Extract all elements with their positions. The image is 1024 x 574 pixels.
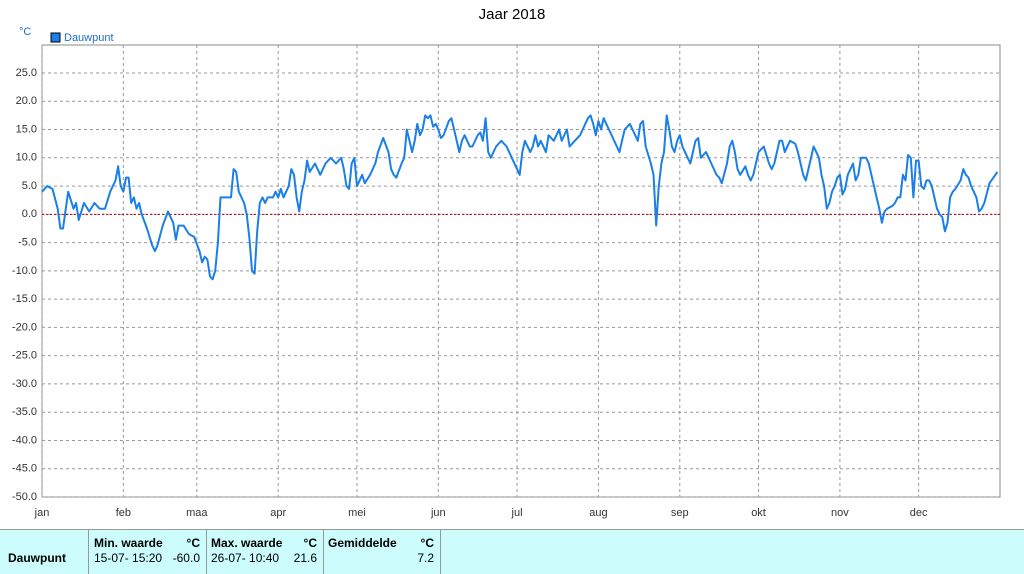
x-tick-label: jun [430,507,446,519]
y-tick-label: -45.0 [12,463,37,475]
y-tick-label: -20.0 [12,321,37,333]
y-tick-label: -35.0 [12,406,37,418]
column-title: Gemiddelde [328,536,397,550]
y-tick-label: 20.0 [16,95,37,107]
y-tick-label: -5.0 [18,237,37,249]
x-tick-label: sep [671,507,689,519]
y-tick-label: -25.0 [12,350,37,362]
x-tick-label: apr [270,507,286,519]
column-unit: °C [303,536,317,550]
x-tick-label: aug [589,507,607,519]
row-header-column: Dauwpunt [0,530,89,574]
stat-column: Gemiddelde °C 7.2 [323,530,441,574]
data-line [41,114,999,281]
chart-title: Jaar 2018 [479,6,546,23]
x-tick-label: maa [186,507,208,519]
stat-column: Min. waarde °C 15-07- 15:20 -60.0 [89,530,207,574]
x-tick-label: nov [831,507,849,519]
cell-value: -60.0 [172,551,200,565]
cell-time: 26-07- 10:40 [211,551,280,565]
y-unit: °C [19,26,31,38]
cell-value: 21.6 [293,551,317,565]
chart: Jaar 2018 °C Dauwpunt 25.0 20.0 15.0 10.0 5.… [12,6,1001,519]
y-tick-label: 5.0 [22,180,37,192]
x-tick-label: mei [348,507,366,519]
y-tick-label: 10.0 [16,152,37,164]
cell-time: 15-07- 15:20 [94,551,163,565]
y-tick-label: -30.0 [12,378,37,390]
column-unit: °C [420,536,434,550]
x-tick-label: jan [34,507,50,519]
x-tick-label: jul [511,507,523,519]
y-tick-label: 0.0 [22,208,37,220]
column-title: Max. waarde [211,536,283,550]
stats-table: Dauwpunt Min. waarde °C 15-07- 15:20 -60.0 Ma… [0,529,1024,574]
x-tick-label: feb [116,507,131,519]
legend-swatch [50,32,61,43]
plot-frame [41,44,1001,498]
x-tick-label: okt [751,507,766,519]
x-tick-label: dec [910,507,928,519]
y-tick-label: 15.0 [16,123,37,135]
legend-label: Dauwpunt [64,32,114,44]
stat-column: Max. waarde °C 26-07- 10:40 21.6 [206,530,324,574]
y-tick-label: 25.0 [16,67,37,79]
y-tick-label: -50.0 [12,491,37,503]
column-title: Min. waarde [94,536,163,550]
y-tick-label: -15.0 [12,293,37,305]
y-tick-label: -40.0 [12,434,37,446]
cell-value: 7.2 [417,551,434,565]
column-unit: °C [186,536,200,550]
row-name: Dauwpunt [8,551,66,565]
y-tick-label: -10.0 [12,265,37,277]
